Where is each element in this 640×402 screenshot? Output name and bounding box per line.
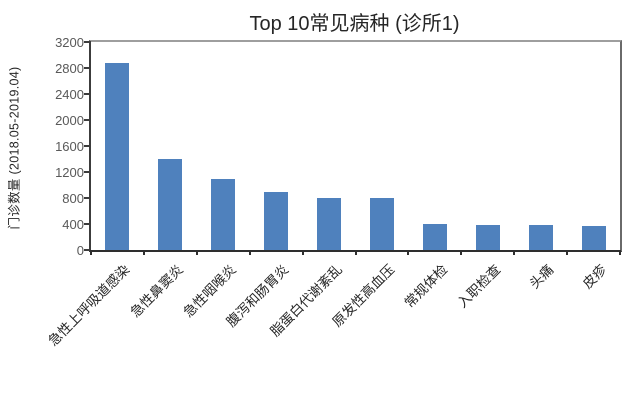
bar bbox=[105, 62, 130, 250]
y-tick-mark bbox=[84, 171, 91, 173]
x-category-label: 头痛 bbox=[526, 261, 557, 292]
bar bbox=[211, 178, 236, 250]
x-tick-mark bbox=[195, 250, 198, 255]
y-tick-mark bbox=[84, 41, 91, 43]
y-tick-label: 400 bbox=[62, 216, 84, 232]
x-tick-mark bbox=[460, 250, 463, 255]
y-tick-label: 1600 bbox=[55, 138, 84, 154]
bar bbox=[475, 224, 500, 250]
plot-area bbox=[89, 40, 622, 252]
x-tick-mark bbox=[354, 250, 357, 255]
y-tick-mark bbox=[84, 93, 91, 95]
y-tick-mark bbox=[84, 249, 91, 251]
y-tick-mark bbox=[84, 67, 91, 69]
x-tick-mark bbox=[513, 250, 516, 255]
bar bbox=[317, 198, 342, 250]
chart-title: Top 10常见病种 (诊所1) bbox=[249, 13, 460, 35]
x-category-label: 急性上呼吸道感染 bbox=[45, 261, 133, 349]
y-tick-label: 2800 bbox=[55, 60, 84, 76]
x-tick-mark bbox=[248, 250, 251, 255]
x-category-label: 入职检查 bbox=[454, 261, 504, 311]
x-tick-mark bbox=[407, 250, 410, 255]
bar bbox=[369, 198, 394, 250]
y-tick-label: 1200 bbox=[55, 164, 84, 180]
bar bbox=[264, 192, 289, 250]
x-tick-mark bbox=[142, 250, 145, 255]
y-tick-label: 0 bbox=[76, 242, 84, 258]
x-tick-mark bbox=[619, 250, 621, 255]
y-tick-mark bbox=[84, 223, 91, 225]
y-tick-mark bbox=[84, 119, 91, 121]
x-tick-mark bbox=[301, 250, 304, 255]
bar bbox=[422, 224, 447, 250]
x-category-label: 皮疹 bbox=[579, 261, 609, 292]
bar bbox=[528, 225, 553, 250]
x-category-label: 常规体检 bbox=[401, 261, 451, 311]
x-tick-mark bbox=[566, 250, 569, 255]
y-tick-label: 2400 bbox=[55, 86, 84, 102]
bar bbox=[158, 159, 183, 250]
y-tick-label: 2000 bbox=[55, 112, 84, 128]
y-tick-mark bbox=[84, 197, 91, 199]
x-category-label: 急性鼻窦炎 bbox=[127, 261, 186, 321]
bar bbox=[581, 225, 606, 250]
y-tick-label: 3200 bbox=[55, 34, 84, 50]
y-tick-mark bbox=[84, 145, 91, 147]
y-axis-title: 门诊数量 (2018.05-2019.04) bbox=[7, 66, 22, 230]
x-tick-mark bbox=[90, 250, 92, 255]
y-tick-label: 800 bbox=[62, 190, 84, 206]
